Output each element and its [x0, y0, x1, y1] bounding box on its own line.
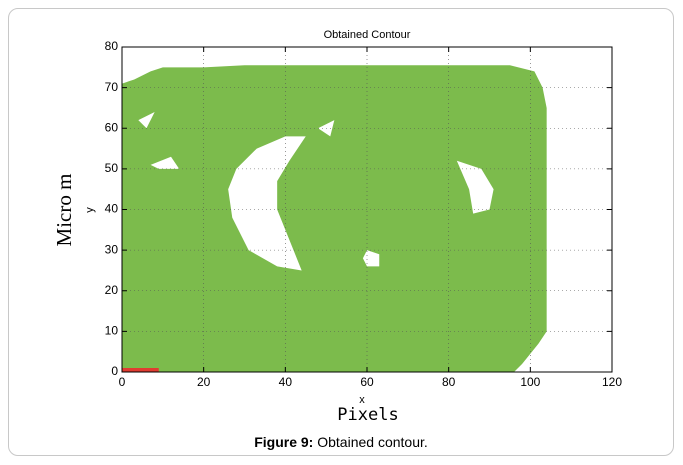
y-axis-label: y — [84, 207, 96, 213]
y-tick-label: 50 — [105, 161, 119, 175]
y-tick-label: 10 — [105, 324, 119, 338]
x-tick-label: 40 — [279, 375, 293, 389]
caption-text: Obtained contour. — [317, 434, 428, 450]
chart: Obtained Contour x y Micro m Pixels Figu… — [0, 0, 683, 465]
x-tick-label: 80 — [442, 375, 456, 389]
x-tick-label: 60 — [360, 375, 374, 389]
x-tick-label: 100 — [520, 375, 540, 389]
outer-y-label: Micro m — [52, 174, 76, 247]
chart-title: Obtained Contour — [324, 29, 411, 41]
y-tick-label: 60 — [105, 120, 119, 134]
y-tick-label: 30 — [105, 242, 119, 256]
caption-label: Figure 9: — [254, 434, 313, 450]
x-tick-label: 120 — [602, 375, 622, 389]
x-tick-label: 20 — [197, 375, 211, 389]
page: {"chart_data": {"type": "area", "title":… — [0, 0, 683, 465]
y-tick-label: 20 — [105, 283, 119, 297]
y-tick-label: 80 — [105, 39, 119, 53]
outer-x-label: Pixels — [337, 405, 398, 425]
caption: Figure 9: Obtained contour. — [254, 434, 428, 450]
y-tick-label: 40 — [105, 202, 119, 216]
y-tick-label: 0 — [111, 364, 118, 378]
y-tick-label: 70 — [105, 80, 119, 94]
contour-region — [122, 368, 159, 372]
x-tick-label: 0 — [119, 375, 126, 389]
contour-region — [122, 65, 547, 372]
